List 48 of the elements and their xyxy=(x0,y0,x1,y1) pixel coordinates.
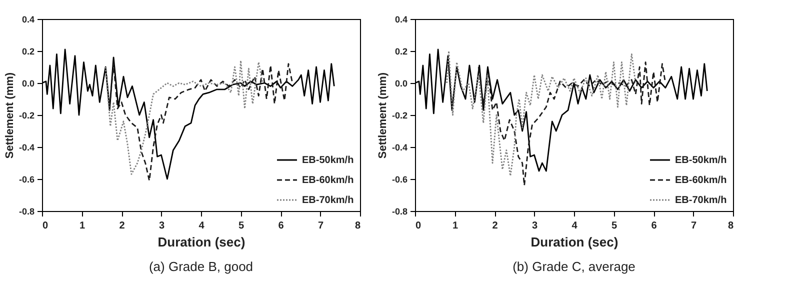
x-axis-title: Duration (sec) xyxy=(158,234,246,250)
text: (b) Grade C, average xyxy=(512,259,636,274)
line-series xyxy=(446,50,636,176)
x-tick-label: 1 xyxy=(452,220,458,232)
y-tick-label: 0.2 xyxy=(394,46,408,56)
y-tick-label: 0.4 xyxy=(22,14,34,24)
x-tick-label: 7 xyxy=(690,220,697,232)
x-tick-label: 3 xyxy=(158,220,165,232)
y-tick-label: 0.2 xyxy=(22,46,34,56)
y-tick-label: -0.4 xyxy=(392,142,408,152)
x-tick-label: 7 xyxy=(318,220,324,232)
line-series xyxy=(104,63,294,182)
y-tick-label: -0.4 xyxy=(18,142,34,152)
x-tick-label: 6 xyxy=(651,220,658,232)
line-series xyxy=(104,60,264,175)
legend-label: EB-50km/h xyxy=(302,155,354,166)
x-tick-label: 4 xyxy=(572,220,578,232)
x-tick-label: 0 xyxy=(42,220,48,232)
y-axis-title: Settlement (mm) xyxy=(4,72,16,159)
x-tick-label: 0 xyxy=(416,220,422,232)
legend-label: EB-60km/h xyxy=(302,175,354,186)
y-tick-label: 0.0 xyxy=(394,78,408,88)
x-tick-label: 8 xyxy=(728,220,734,232)
y-tick-label: -0.2 xyxy=(18,110,34,120)
x-tick-label: 5 xyxy=(611,220,618,232)
x-tick-label: 3 xyxy=(532,220,538,232)
legend-label: EB-50km/h xyxy=(675,155,727,166)
line-series xyxy=(478,62,666,186)
y-tick-label: -0.8 xyxy=(392,206,408,216)
y-tick-label: -0.2 xyxy=(392,110,408,120)
y-tick-label: -0.6 xyxy=(392,174,408,184)
x-tick-label: 2 xyxy=(119,220,126,232)
legend-label: EB-70km/h xyxy=(675,195,727,206)
x-tick-label: 5 xyxy=(238,220,244,232)
x-axis-title: Duration (sec) xyxy=(530,234,618,250)
x-tick-label: 2 xyxy=(492,220,498,232)
x-tick-label: 4 xyxy=(198,220,205,232)
x-tick-label: 6 xyxy=(278,220,284,232)
x-tick-label: 1 xyxy=(79,220,86,232)
legend-label: EB-60km/h xyxy=(675,175,727,186)
y-axis-title: Settlement (mm) xyxy=(376,72,389,159)
y-tick-label: 0.4 xyxy=(394,14,408,24)
legend-label: EB-70km/h xyxy=(302,195,354,206)
x-tick-label: 8 xyxy=(354,220,361,232)
y-tick-label: 0.0 xyxy=(22,78,34,88)
y-tick-label: -0.8 xyxy=(18,206,34,216)
text: (a) Grade B, good xyxy=(148,259,254,274)
y-tick-label: -0.6 xyxy=(18,174,34,184)
